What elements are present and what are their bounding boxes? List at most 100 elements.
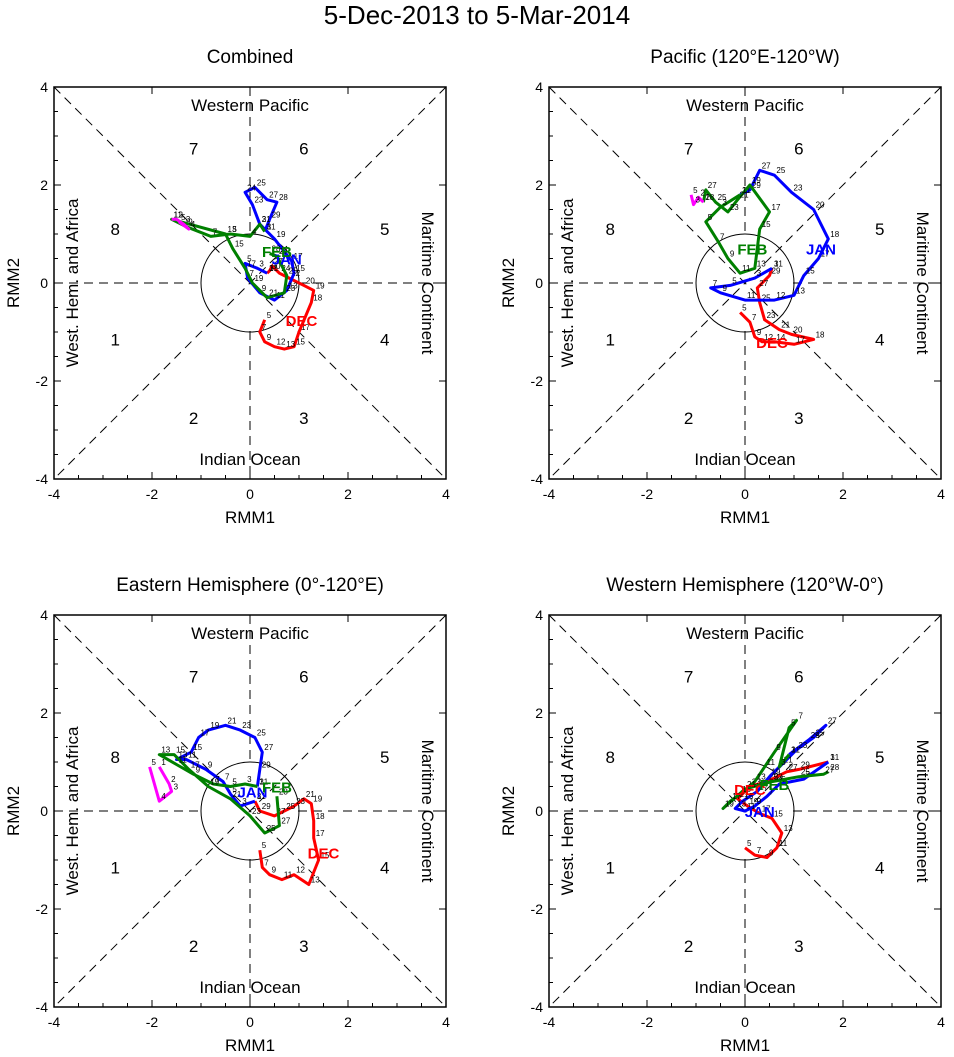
day-label: 23 — [296, 797, 305, 806]
phase-number: 8 — [606, 748, 615, 767]
day-label: 17 — [732, 792, 741, 801]
day-label: 23 — [798, 741, 807, 750]
day-label: 15 — [745, 792, 754, 801]
y-tick-label: 0 — [40, 275, 48, 291]
region-label-top: Western Pacific — [686, 96, 804, 115]
trajectory-mar — [171, 217, 191, 231]
day-label: 7 — [225, 773, 230, 782]
day-label: 15 — [235, 240, 244, 249]
phase-number: 2 — [189, 937, 198, 956]
day-label: 9 — [730, 250, 735, 259]
day-label: 23 — [752, 778, 761, 787]
trajectory-dec — [739, 267, 816, 346]
day-label: 17 — [772, 203, 781, 212]
day-label: 14 — [776, 333, 785, 342]
month-label-jan: JAN — [272, 252, 302, 269]
y-axis-label: RMM2 — [4, 258, 23, 308]
day-label: 25 — [257, 729, 266, 738]
phase-number: 6 — [794, 667, 803, 686]
day-label: 9 — [723, 284, 728, 293]
panel-title: Western Hemisphere (120°W-0°) — [606, 575, 883, 596]
day-label: 30 — [272, 262, 281, 271]
day-label: 28 — [705, 193, 714, 202]
region-label-left: West. Hem. and Africa — [558, 198, 577, 367]
x-tick-label: -2 — [146, 486, 159, 502]
diagonal-line — [548, 86, 942, 480]
day-label: 25 — [769, 773, 778, 782]
phase-number: 6 — [794, 139, 803, 158]
month-label-jan: JAN — [237, 784, 267, 801]
day-label: 3 — [186, 215, 191, 224]
day-label: 9 — [272, 866, 277, 875]
day-label: 23 — [730, 203, 739, 212]
y-tick-label: 2 — [40, 705, 48, 721]
phase-number: 8 — [111, 748, 120, 767]
day-label: 15 — [806, 267, 815, 276]
day-label: 28 — [830, 763, 839, 772]
phase-number: 4 — [875, 330, 884, 349]
day-label: 19 — [725, 800, 734, 809]
day-label: 9 — [757, 328, 762, 337]
y-tick-label: 4 — [535, 79, 543, 95]
phase-number: 1 — [111, 858, 120, 877]
x-tick-label: -4 — [48, 486, 61, 502]
x-tick-label: 4 — [937, 486, 945, 502]
day-label: 12 — [296, 866, 305, 875]
x-tick-label: 0 — [741, 1014, 749, 1030]
day-label: 27 — [281, 817, 290, 826]
day-label: 13 — [757, 259, 766, 268]
day-label: 17 — [294, 252, 303, 261]
region-label-top: Western Pacific — [191, 96, 309, 115]
day-label: 12 — [277, 338, 286, 347]
y-tick-label: -2 — [36, 901, 49, 917]
trajectory-dec — [736, 760, 829, 859]
day-label: 7 — [713, 279, 718, 288]
unit-circle — [695, 761, 795, 861]
day-label: 19 — [749, 797, 758, 806]
day-label: 7 — [752, 313, 757, 322]
day-label: 2 — [700, 188, 705, 197]
x-axis-label: RMM1 — [225, 508, 275, 527]
day-label: 15 — [742, 785, 751, 794]
day-label: 3 — [259, 259, 264, 268]
panel-title: Eastern Hemisphere (0°-120°E) — [116, 575, 384, 596]
x-tick-label: 4 — [442, 1014, 450, 1030]
day-label: 1 — [267, 223, 272, 232]
day-label: 21 — [262, 215, 271, 224]
trajectory-jan — [733, 723, 830, 813]
day-label: 21 — [232, 790, 241, 799]
day-label: 19 — [210, 721, 219, 730]
day-label: 18 — [313, 294, 322, 303]
day-label: 13 — [796, 286, 805, 295]
day-label: 17 — [796, 335, 805, 344]
day-label: 5 — [732, 276, 737, 285]
region-label-right: Maritime Continent — [913, 740, 932, 883]
day-label: 9 — [769, 849, 774, 858]
day-label: 7 — [250, 269, 255, 278]
region-label-right: Maritime Continent — [418, 212, 437, 355]
day-label: 29 — [801, 760, 810, 769]
month-label-feb: FEB — [262, 780, 292, 797]
day-label: 1 — [705, 193, 710, 202]
day-label: 28 — [272, 245, 281, 254]
y-tick-label: -4 — [531, 999, 544, 1015]
day-label: 29 — [811, 731, 820, 740]
trajectory-mar — [689, 194, 705, 207]
y-tick-label: -2 — [531, 373, 544, 389]
region-label-left: West. Hem. and Africa — [558, 726, 577, 895]
month-label-feb: FEB — [262, 244, 292, 261]
day-label: 3 — [723, 198, 728, 207]
day-label: 19 — [752, 176, 761, 185]
day-label: 12 — [764, 333, 773, 342]
day-label: 1 — [830, 753, 835, 762]
day-label: 17 — [762, 804, 771, 813]
day-label: 13 — [757, 773, 766, 782]
day-label: 21 — [784, 755, 793, 764]
day-label: 11 — [284, 871, 293, 880]
region-label-top: Western Pacific — [686, 624, 804, 643]
day-label: 17 — [759, 782, 768, 791]
day-label: 13 — [784, 824, 793, 833]
phase-number: 1 — [606, 330, 615, 349]
